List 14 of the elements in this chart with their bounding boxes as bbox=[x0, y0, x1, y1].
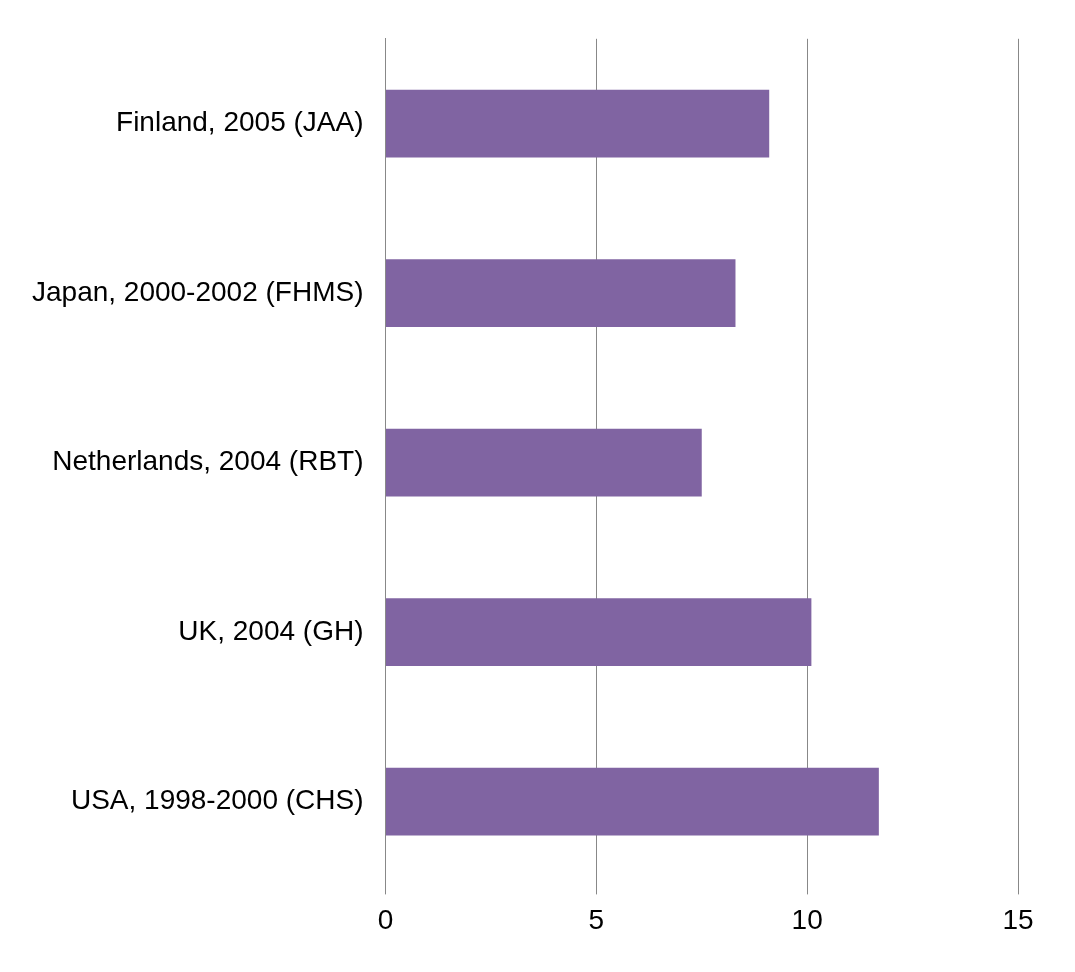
y-tick-label: Finland, 2005 (JAA) bbox=[116, 106, 364, 138]
bar bbox=[386, 767, 879, 836]
y-tick-label: Japan, 2000-2002 (FHMS) bbox=[31, 275, 364, 307]
x-tick-label: 10 bbox=[791, 903, 823, 935]
bar bbox=[386, 259, 736, 327]
x-tick-label: 5 bbox=[588, 903, 605, 935]
bar bbox=[386, 598, 812, 667]
bar bbox=[386, 89, 770, 158]
x-tick-label: 15 bbox=[1002, 903, 1034, 935]
bar bbox=[386, 428, 702, 497]
y-tick-label: Netherlands, 2004 (RBT) bbox=[52, 445, 364, 477]
x-tick-label: 0 bbox=[377, 903, 394, 935]
y-tick-label: USA, 1998-2000 (CHS) bbox=[70, 784, 364, 816]
y-tick-label: UK, 2004 (GH) bbox=[178, 614, 364, 646]
